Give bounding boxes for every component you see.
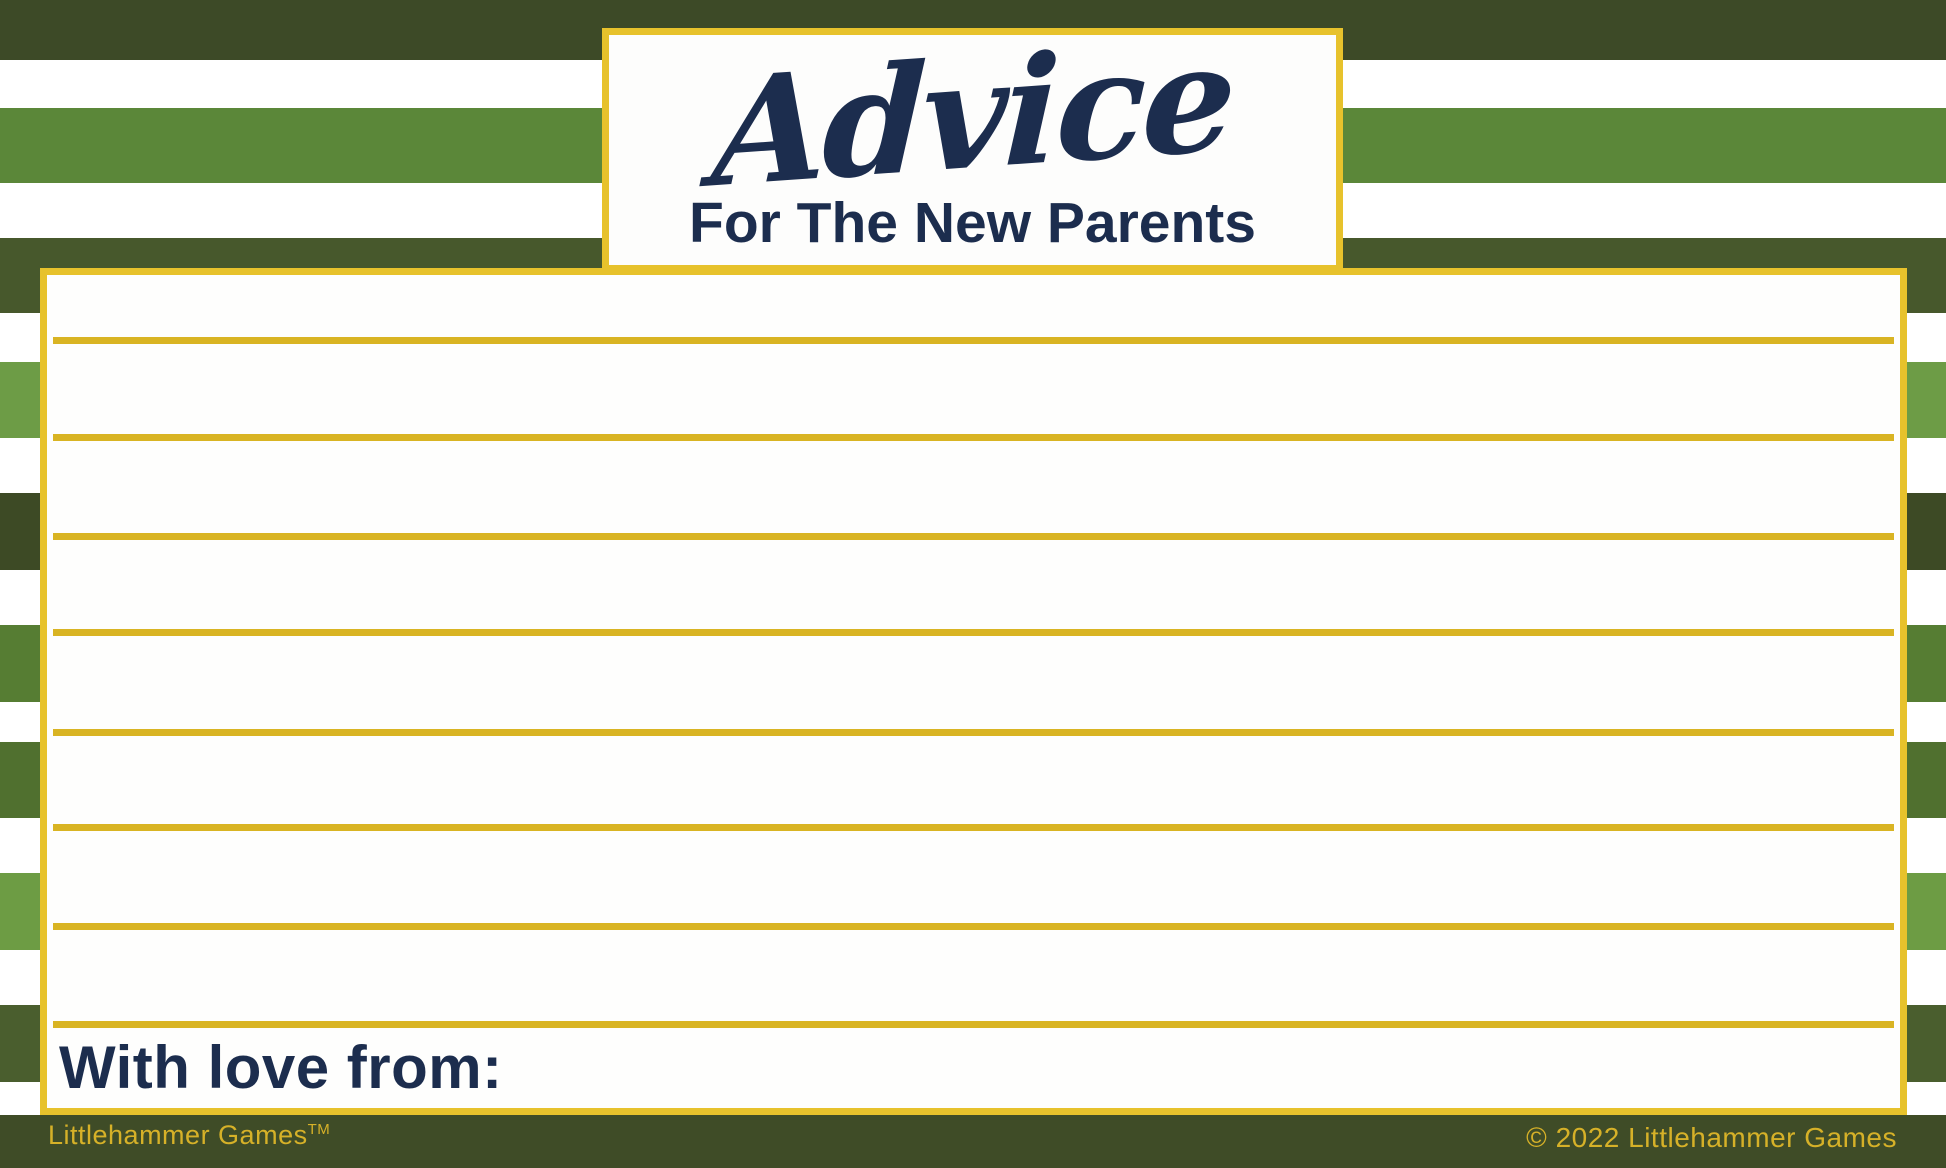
- title-script: Advice: [709, 9, 1236, 221]
- title-subtitle: For The New Parents: [689, 191, 1256, 255]
- ruled-line: [53, 923, 1894, 930]
- ruled-line: [53, 337, 1894, 344]
- footer-brand-text: Littlehammer Games: [48, 1120, 308, 1150]
- ruled-line: [53, 824, 1894, 831]
- with-love-from-label: With love from:: [59, 1034, 503, 1101]
- ruled-line: [53, 533, 1894, 540]
- title-card: Advice For The New Parents: [602, 9, 1343, 272]
- ruled-line: [53, 434, 1894, 441]
- background-stripe: [0, 1115, 1946, 1168]
- ruled-line: [53, 1021, 1894, 1028]
- ruled-line: [53, 729, 1894, 736]
- footer-brand: Littlehammer GamesTM: [48, 1120, 330, 1151]
- footer-copyright: © 2022 Littlehammer Games: [1526, 1122, 1897, 1153]
- trademark-symbol: TM: [307, 1121, 331, 1138]
- ruled-line: [53, 629, 1894, 636]
- advice-card: With love from:: [40, 268, 1907, 1115]
